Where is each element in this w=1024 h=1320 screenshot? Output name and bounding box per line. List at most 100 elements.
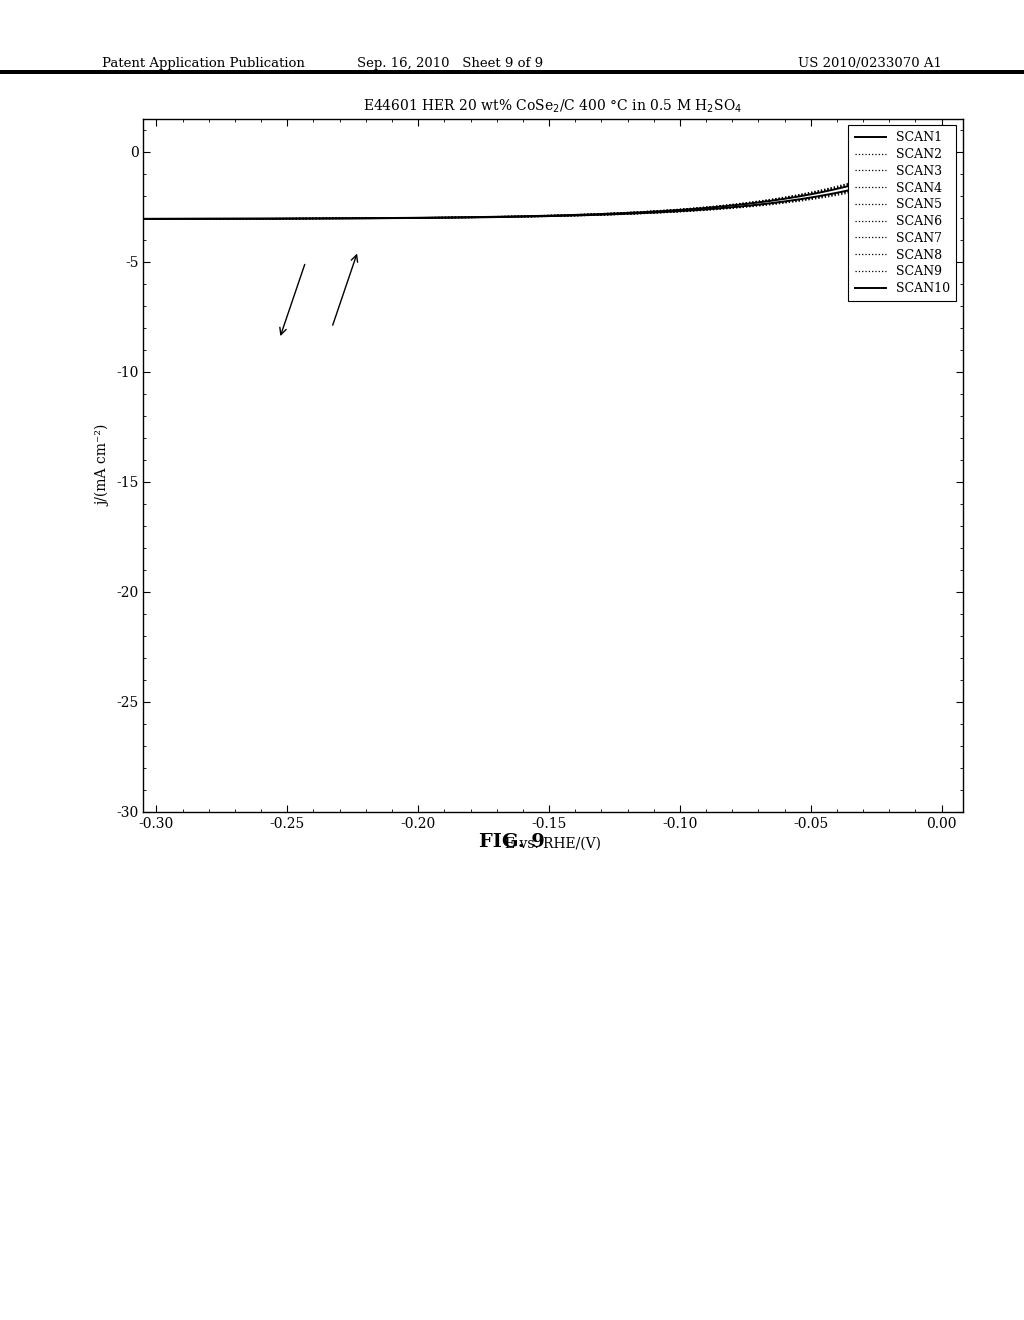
Text: Patent Application Publication: Patent Application Publication	[102, 57, 305, 70]
SCAN1	[504, 209, 516, 224]
SCAN4	[948, 141, 961, 157]
SCAN10	[346, 210, 358, 226]
SCAN10	[137, 211, 150, 227]
SCAN10	[615, 206, 628, 222]
SCAN1	[679, 202, 691, 218]
SCAN3	[948, 141, 961, 157]
Line: SCAN10: SCAN10	[143, 154, 954, 219]
SCAN9	[281, 211, 293, 227]
Line: SCAN2: SCAN2	[143, 149, 954, 219]
SCAN2	[137, 211, 150, 227]
SCAN6	[137, 211, 150, 227]
SCAN6	[281, 211, 293, 227]
SCAN5	[137, 211, 150, 227]
Legend: SCAN1, SCAN2, SCAN3, SCAN4, SCAN5, SCAN6, SCAN7, SCAN8, SCAN9, SCAN10: SCAN1, SCAN2, SCAN3, SCAN4, SCAN5, SCAN6…	[849, 125, 956, 301]
SCAN7	[504, 209, 516, 224]
Line: SCAN4: SCAN4	[143, 149, 954, 219]
SCAN6	[615, 206, 628, 222]
SCAN7	[346, 210, 358, 226]
SCAN3	[679, 201, 691, 216]
SCAN3	[137, 211, 150, 227]
SCAN9	[679, 203, 691, 219]
SCAN4	[137, 211, 150, 227]
Line: SCAN6: SCAN6	[143, 161, 954, 219]
SCAN8	[948, 149, 961, 165]
SCAN9	[137, 211, 150, 227]
Y-axis label: j/(mA cm⁻²): j/(mA cm⁻²)	[96, 425, 111, 506]
SCAN8	[346, 210, 358, 226]
SCAN5	[930, 141, 942, 157]
SCAN10	[504, 209, 516, 224]
SCAN7	[615, 206, 628, 222]
SCAN6	[346, 210, 358, 226]
SCAN5	[679, 201, 691, 216]
SCAN7	[948, 150, 961, 166]
SCAN5	[749, 194, 761, 210]
SCAN10	[749, 197, 761, 213]
SCAN8	[137, 211, 150, 227]
SCAN3	[281, 211, 293, 227]
SCAN5	[281, 211, 293, 227]
SCAN7	[137, 211, 150, 227]
Title: E44601 HER 20 wt% CoSe$_2$/C 400 $\degree$C in 0.5 M H$_2$SO$_4$: E44601 HER 20 wt% CoSe$_2$/C 400 $\degre…	[364, 98, 742, 115]
SCAN2	[281, 211, 293, 227]
SCAN5	[346, 210, 358, 226]
SCAN2	[504, 209, 516, 224]
SCAN9	[504, 209, 516, 224]
SCAN4	[281, 211, 293, 227]
SCAN2	[679, 202, 691, 218]
SCAN7	[281, 211, 293, 227]
SCAN4	[749, 194, 761, 210]
Line: SCAN1: SCAN1	[143, 149, 954, 219]
SCAN3	[504, 209, 516, 224]
SCAN4	[932, 141, 944, 157]
SCAN6	[679, 203, 691, 219]
SCAN6	[948, 153, 961, 169]
SCAN10	[281, 211, 293, 227]
Text: Sep. 16, 2010   Sheet 9 of 9: Sep. 16, 2010 Sheet 9 of 9	[357, 57, 544, 70]
SCAN5	[504, 209, 516, 224]
SCAN4	[679, 201, 691, 216]
SCAN10	[679, 203, 691, 219]
Line: SCAN3: SCAN3	[143, 149, 954, 219]
SCAN2	[938, 141, 950, 157]
SCAN5	[948, 141, 961, 157]
SCAN1	[615, 206, 628, 222]
SCAN2	[948, 141, 961, 157]
SCAN2	[749, 195, 761, 211]
SCAN1	[137, 211, 150, 227]
SCAN2	[346, 210, 358, 226]
Text: US 2010/0233070 A1: US 2010/0233070 A1	[798, 57, 942, 70]
SCAN3	[749, 194, 761, 210]
SCAN9	[615, 206, 628, 222]
SCAN6	[504, 209, 516, 224]
SCAN1	[940, 141, 952, 157]
SCAN9	[948, 148, 961, 164]
SCAN4	[504, 209, 516, 224]
SCAN8	[281, 211, 293, 227]
SCAN1	[346, 210, 358, 226]
SCAN1	[749, 195, 761, 211]
SCAN6	[749, 198, 761, 214]
SCAN8	[749, 198, 761, 214]
SCAN4	[346, 210, 358, 226]
SCAN9	[749, 198, 761, 214]
SCAN7	[749, 198, 761, 214]
SCAN8	[504, 209, 516, 224]
Line: SCAN7: SCAN7	[143, 158, 954, 219]
SCAN8	[679, 203, 691, 219]
Line: SCAN5: SCAN5	[143, 149, 954, 219]
SCAN5	[615, 205, 628, 220]
SCAN8	[615, 206, 628, 222]
Text: FIG. 9: FIG. 9	[479, 833, 545, 851]
SCAN1	[948, 141, 961, 157]
SCAN2	[615, 205, 628, 220]
SCAN4	[615, 205, 628, 220]
X-axis label: E vs. RHE/(V): E vs. RHE/(V)	[505, 836, 601, 850]
SCAN1	[281, 211, 293, 227]
SCAN10	[948, 147, 961, 162]
Line: SCAN8: SCAN8	[143, 157, 954, 219]
SCAN3	[346, 210, 358, 226]
SCAN7	[679, 203, 691, 219]
Line: SCAN9: SCAN9	[143, 156, 954, 219]
